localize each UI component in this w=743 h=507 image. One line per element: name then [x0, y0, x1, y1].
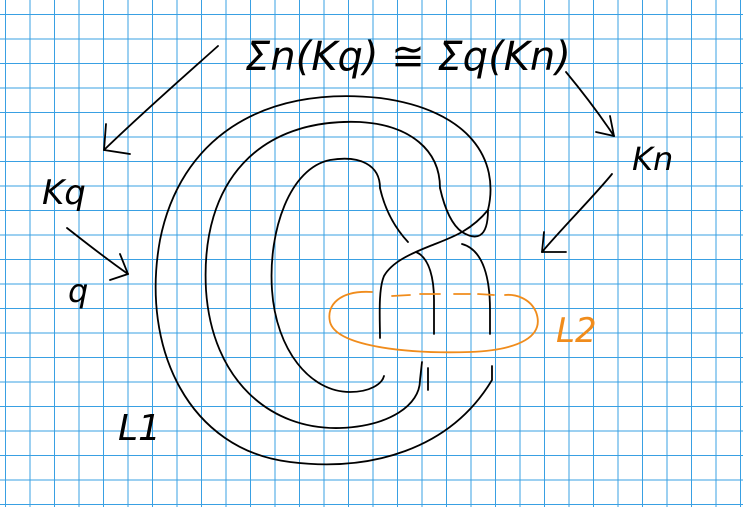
arrow-kn-to-knot — [541, 173, 613, 253]
arrow-to-kn — [565, 71, 615, 137]
label-q: q — [68, 272, 88, 310]
label-l1: L1 — [118, 408, 161, 449]
equation-text: Σn(Kq) ≅ Σq(Kn) — [245, 34, 571, 80]
label-l2: L2 — [556, 311, 597, 351]
knot-l1 — [154, 95, 493, 466]
arrow-to-kq — [103, 45, 219, 155]
label-kq: Kq — [42, 173, 86, 213]
label-kn: Kn — [632, 140, 673, 178]
arrow-kq-to-q — [66, 227, 129, 281]
unknot-l2 — [328, 291, 539, 354]
